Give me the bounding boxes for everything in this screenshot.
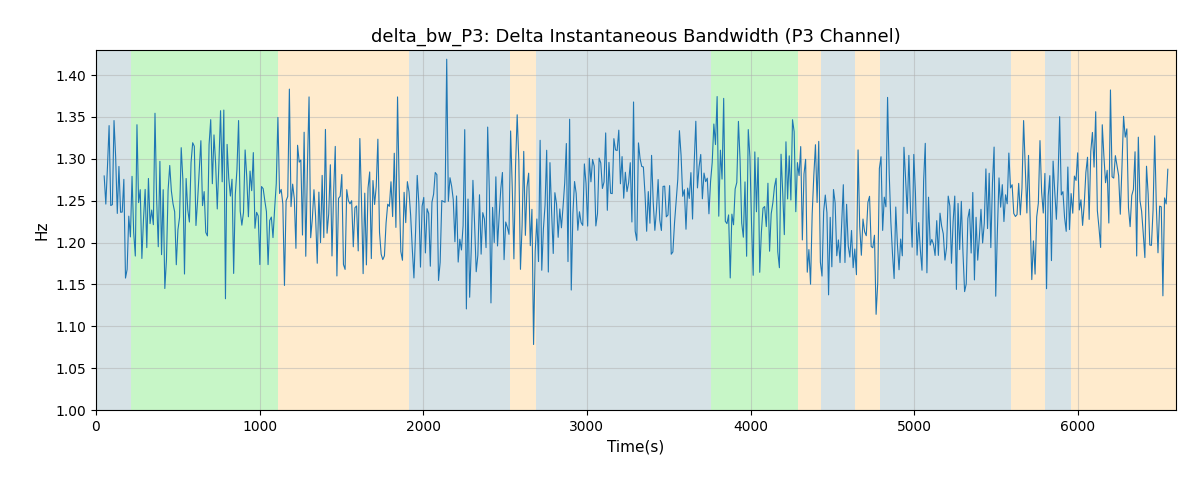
X-axis label: Time(s): Time(s) xyxy=(607,440,665,454)
Bar xyxy=(712,50,798,410)
Bar xyxy=(880,50,1010,410)
Bar xyxy=(1010,50,1045,410)
Bar xyxy=(278,50,409,410)
Y-axis label: Hz: Hz xyxy=(35,220,50,240)
Bar xyxy=(409,50,510,410)
Bar xyxy=(536,50,700,410)
Bar xyxy=(700,50,712,410)
Bar xyxy=(1072,50,1176,410)
Bar xyxy=(821,50,856,410)
Bar xyxy=(856,50,880,410)
Bar xyxy=(131,50,278,410)
Title: delta_bw_P3: Delta Instantaneous Bandwidth (P3 Channel): delta_bw_P3: Delta Instantaneous Bandwid… xyxy=(371,28,901,46)
Bar xyxy=(1045,50,1072,410)
Bar xyxy=(798,50,821,410)
Bar xyxy=(96,50,131,410)
Bar xyxy=(510,50,536,410)
